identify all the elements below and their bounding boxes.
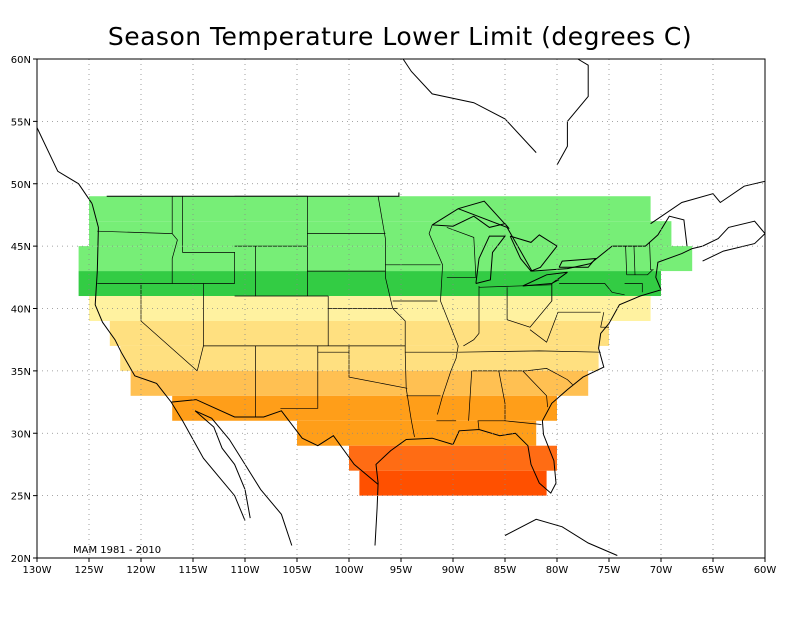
border-3	[140, 283, 198, 372]
border-38	[529, 311, 601, 343]
border-36	[504, 420, 542, 425]
y-tick-label: 35N	[11, 367, 31, 378]
temp-cell-5	[109, 320, 610, 346]
border-32	[478, 284, 552, 288]
coastline	[36, 58, 766, 556]
east-coast	[374, 220, 766, 546]
x-tick-label: 110W	[231, 565, 260, 576]
lake-huron	[509, 234, 558, 272]
border-45	[633, 246, 636, 275]
y-tick-label: 30N	[11, 429, 31, 440]
west-coast	[91, 203, 246, 521]
period-note: MAM 1981 - 2010	[73, 545, 161, 556]
us-mexico-border	[171, 399, 379, 485]
x-tick-label: 125W	[75, 565, 104, 576]
hudson-east	[556, 58, 589, 166]
y-tick-label: 55N	[11, 117, 31, 128]
lake-superior	[431, 200, 510, 230]
border-40	[559, 283, 625, 296]
x-tick-label: 100W	[335, 565, 364, 576]
cuba	[504, 518, 618, 556]
temp-cell-7	[130, 370, 589, 396]
x-tick-label: 75W	[598, 565, 621, 576]
x-tick-label: 90W	[442, 565, 465, 576]
temp-cell-9	[297, 420, 537, 446]
border-44	[625, 246, 628, 275]
border-19	[348, 345, 408, 389]
border-29	[463, 286, 480, 347]
x-tick-label: 85W	[494, 565, 517, 576]
y-axis-ticks: 20N 25N 30N 35N 40N 45N 50N 55N 60N	[11, 55, 37, 565]
lake-michigan	[475, 235, 507, 284]
state-borders	[97, 192, 688, 485]
lake-erie	[522, 271, 568, 287]
temp-cell-8	[172, 395, 557, 421]
border-41	[600, 312, 609, 328]
mexico-west-coast	[194, 410, 293, 546]
x-tick-label: 95W	[390, 565, 413, 576]
border-5	[182, 196, 235, 284]
border-0	[171, 196, 178, 284]
border-1	[97, 230, 173, 234]
y-tick-label: 50N	[11, 180, 31, 191]
border-12	[280, 345, 319, 409]
temp-cell-0	[89, 196, 651, 222]
lake-ontario	[558, 258, 597, 268]
border-34	[471, 368, 573, 385]
y-tick-label: 40N	[11, 305, 31, 316]
x-tick-label: 130W	[23, 565, 52, 576]
us-canada-border	[106, 192, 400, 197]
border-39	[551, 279, 560, 301]
border-33	[458, 350, 601, 353]
border-21	[377, 196, 415, 438]
x-tick-label: 65W	[702, 565, 725, 576]
border-43	[626, 269, 653, 276]
border-37	[522, 370, 548, 408]
y-tick-label: 20N	[11, 554, 31, 565]
x-tick-label: 120W	[127, 565, 156, 576]
border-27	[428, 224, 459, 415]
y-tick-label: 60N	[11, 55, 31, 66]
bc-coast	[36, 127, 93, 204]
x-tick-label: 60W	[754, 565, 777, 576]
chart-title: Season Temperature Lower Limit (degrees …	[107, 22, 693, 51]
gridlines	[37, 59, 765, 558]
nova-scotia	[702, 233, 766, 262]
st-lawrence	[650, 180, 766, 225]
border-46	[649, 242, 654, 271]
baja-coast	[194, 410, 251, 519]
y-tick-label: 45N	[11, 242, 31, 253]
y-tick-label: 25N	[11, 492, 31, 503]
x-tick-label: 80W	[546, 565, 569, 576]
temp-cell-6	[120, 345, 599, 371]
x-axis-ticks: 130W 125W 120W 115W 110W 105W 100W 95W 90W 85W 80W…	[23, 558, 777, 576]
x-tick-label: 70W	[650, 565, 673, 576]
border-42	[624, 283, 643, 293]
border-30	[468, 370, 473, 421]
hudson-west	[402, 58, 537, 153]
x-tick-label: 105W	[283, 565, 312, 576]
border-28	[446, 227, 477, 278]
x-tick-label: 115W	[179, 565, 208, 576]
